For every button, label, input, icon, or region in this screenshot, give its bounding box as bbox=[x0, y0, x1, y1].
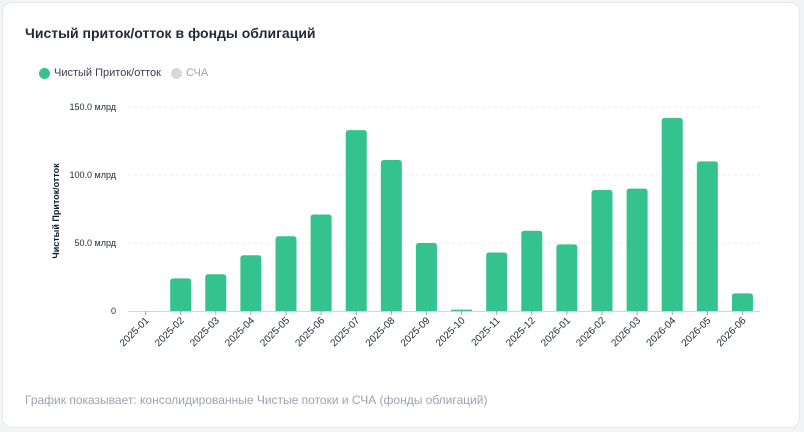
bar-2025-06[interactable] bbox=[310, 214, 332, 311]
x-tick-label: 2026-03 bbox=[610, 315, 644, 349]
x-tick-label: 2025-09 bbox=[399, 315, 433, 349]
x-tick-label: 2025-11 bbox=[470, 315, 504, 349]
x-tick-label: 2026-02 bbox=[574, 315, 608, 349]
legend-label-net-flow: Чистый Приток/отток bbox=[54, 67, 161, 79]
y-tick-label: 50.0 млрд bbox=[74, 238, 116, 248]
bar-2025-07[interactable] bbox=[345, 130, 367, 311]
x-tick-label: 2026-01 bbox=[539, 315, 573, 349]
y-tick-label: 0 bbox=[111, 306, 116, 316]
x-tick-label: 2025-08 bbox=[364, 315, 398, 349]
bar-2025-02[interactable] bbox=[170, 278, 192, 311]
x-tick-label: 2026-04 bbox=[645, 315, 679, 349]
bar-2025-04[interactable] bbox=[240, 255, 262, 311]
legend-item-net-flow[interactable]: Чистый Приток/отток bbox=[39, 67, 161, 79]
bar-2026-02[interactable] bbox=[591, 189, 613, 311]
x-tick-label: 2026-05 bbox=[680, 315, 714, 349]
x-tick-label: 2025-02 bbox=[153, 315, 187, 349]
chart-title: Чистый приток/отток в фонды облигаций bbox=[25, 25, 316, 41]
y-tick-label: 150.0 млрд bbox=[69, 102, 116, 112]
chart-footnote: График показывает: консолидированные Чис… bbox=[25, 393, 488, 407]
bar-2026-05[interactable] bbox=[696, 161, 718, 311]
legend-item-nav[interactable]: СЧА bbox=[170, 67, 209, 79]
bar-2026-06[interactable] bbox=[731, 293, 753, 311]
bar-2025-09[interactable] bbox=[415, 243, 437, 311]
legend-dot-net-flow-icon bbox=[39, 67, 50, 79]
bar-2025-12[interactable] bbox=[521, 230, 543, 311]
bar-2025-11[interactable] bbox=[486, 252, 508, 311]
x-tick-label: 2025-01 bbox=[118, 315, 152, 349]
bar-2026-04[interactable] bbox=[661, 117, 683, 311]
bar-2025-10[interactable] bbox=[451, 309, 473, 311]
x-tick-label: 2025-04 bbox=[223, 315, 257, 349]
legend-dot-nav-icon bbox=[170, 67, 182, 79]
bar-2025-05[interactable] bbox=[275, 236, 297, 311]
x-tick-label: 2025-03 bbox=[188, 315, 222, 349]
x-tick-label: 2026-06 bbox=[715, 315, 749, 349]
y-axis-title: Чистый Приток/отток bbox=[51, 163, 61, 259]
legend-label-nav: СЧА bbox=[185, 67, 209, 79]
chart-legend: Чистый Приток/отток СЧА bbox=[39, 67, 218, 79]
x-tick-label: 2025-06 bbox=[294, 315, 328, 349]
y-tick-label: 100.0 млрд bbox=[69, 170, 116, 180]
bar-2025-08[interactable] bbox=[380, 160, 402, 311]
x-tick-label: 2025-12 bbox=[504, 315, 538, 349]
x-tick-label: 2025-10 bbox=[434, 315, 468, 349]
x-tick-label: 2025-07 bbox=[329, 315, 363, 349]
bar-2026-03[interactable] bbox=[626, 188, 648, 311]
x-tick-label: 2025-05 bbox=[258, 315, 292, 349]
bar-2026-01[interactable] bbox=[556, 244, 578, 311]
bar-2025-03[interactable] bbox=[205, 274, 227, 311]
